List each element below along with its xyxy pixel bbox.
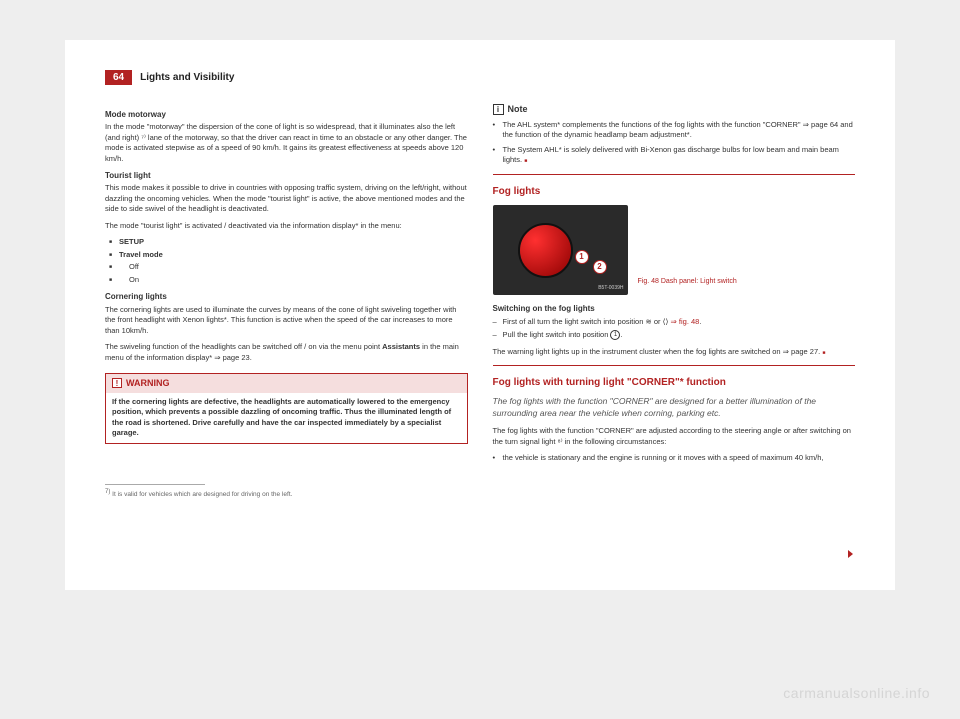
step-1: First of all turn the light switch into … <box>493 317 856 328</box>
step-2: Pull the light switch into position 1. <box>493 330 856 341</box>
continue-arrow-icon <box>848 550 853 558</box>
para-cornering-1: The cornering lights are used to illumin… <box>105 305 468 337</box>
menu-setup: SETUP <box>109 237 468 248</box>
para-warning-light: The warning light lights up in the instr… <box>493 347 856 358</box>
page-number-badge: 64 <box>105 70 132 85</box>
figure-48: 1 2 B5T-0039H Fig. 48 Dash panel: Light … <box>493 205 856 295</box>
left-column: Mode motorway In the mode "motorway" the… <box>105 103 468 499</box>
watermark: carmanualsonline.info <box>783 685 930 701</box>
para-corner-1: The fog lights with the function "CORNER… <box>493 426 856 447</box>
footnote-divider <box>105 484 205 485</box>
para-cornering-2: The swiveling function of the headlights… <box>105 342 468 363</box>
divider-2 <box>493 365 856 366</box>
right-column: i Note The AHL system* complements the f… <box>493 103 856 499</box>
note-bullet-2: The System AHL* is solely delivered with… <box>493 145 856 166</box>
footnote-7: 7) It is valid for vehicles which are de… <box>105 488 468 499</box>
info-icon: i <box>493 104 504 115</box>
warning-title: WARNING <box>126 377 170 390</box>
heading-tourist-light: Tourist light <box>105 170 468 181</box>
para-motorway: In the mode "motorway" the dispersion of… <box>105 122 468 164</box>
section-title: Lights and Visibility <box>140 72 234 83</box>
corner-intro: The fog lights with the function "CORNER… <box>493 396 856 420</box>
two-column-layout: Mode motorway In the mode "motorway" the… <box>105 103 855 499</box>
light-switch-dial <box>518 223 573 278</box>
heading-cornering: Cornering lights <box>105 291 468 302</box>
manual-page: 64 Lights and Visibility Mode motorway I… <box>65 40 895 590</box>
para-tourist-2: The mode "tourist light" is activated / … <box>105 221 468 232</box>
bullet-corner-1: the vehicle is stationary and the engine… <box>493 453 856 464</box>
note-bullet-1: The AHL system* complements the function… <box>493 120 856 141</box>
heading-fog-lights: Fog lights <box>493 185 856 199</box>
menu-list: SETUP Travel mode Off On <box>105 237 468 285</box>
note-label: Note <box>508 103 528 116</box>
light-switch-image: 1 2 B5T-0039H <box>493 205 628 295</box>
callout-2: 2 <box>593 260 607 274</box>
menu-off: Off <box>109 262 468 273</box>
figure-caption: Fig. 48 Dash panel: Light switch <box>638 277 737 295</box>
figure-code: B5T-0039H <box>598 285 623 292</box>
end-square-icon: ■ <box>524 158 527 164</box>
warning-header: ! WARNING <box>106 374 467 393</box>
warning-icon: ! <box>112 378 122 388</box>
subhead-switching-on: Switching on the fog lights <box>493 303 856 314</box>
heading-corner-function: Fog lights with turning light "CORNER"* … <box>493 376 856 390</box>
menu-on: On <box>109 275 468 286</box>
warning-body: If the cornering lights are defective, t… <box>106 393 467 443</box>
page-header: 64 Lights and Visibility <box>105 70 855 85</box>
position-1-icon: 1 <box>610 330 620 340</box>
callout-1: 1 <box>575 250 589 264</box>
heading-mode-motorway: Mode motorway <box>105 109 468 120</box>
menu-travel-mode: Travel mode <box>109 250 468 261</box>
divider-1 <box>493 174 856 175</box>
para-tourist-1: This mode makes it possible to drive in … <box>105 183 468 215</box>
warning-box: ! WARNING If the cornering lights are de… <box>105 373 468 444</box>
end-square-icon-2: ■ <box>822 350 825 356</box>
note-header: i Note <box>493 103 856 116</box>
